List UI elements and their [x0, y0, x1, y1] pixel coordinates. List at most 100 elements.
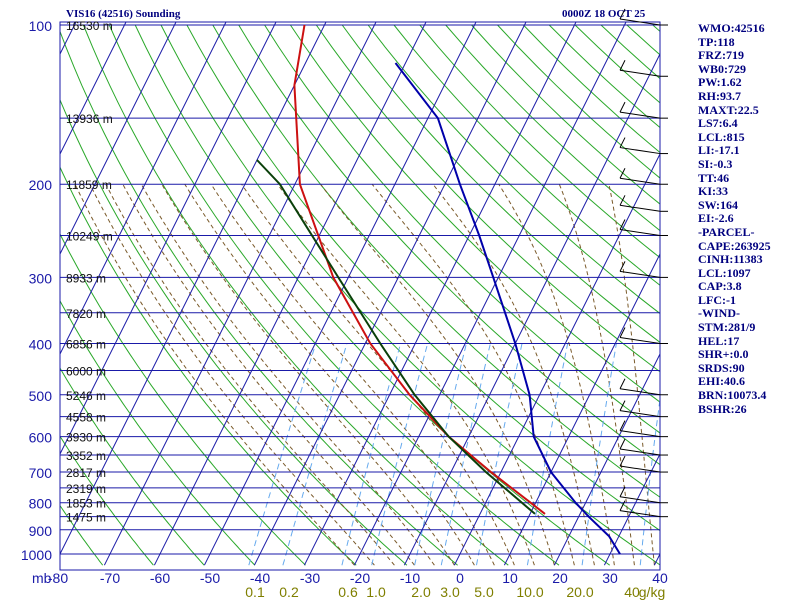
moist-adiabat-line: [498, 183, 615, 566]
mixing-ratio-label: 10.0: [516, 584, 543, 600]
index-item: RH:93.7: [698, 88, 741, 103]
isotherm-line: [153, 22, 427, 566]
isotherm-line: [303, 22, 577, 566]
wind-barb-flag: [619, 261, 626, 272]
index-item: LCL:1097: [698, 265, 751, 280]
mixing-ratio-label: 0.2: [279, 584, 299, 600]
dry-adiabat-line: [0, 25, 1, 565]
dry-adiabat-line: [60, 98, 408, 566]
wind-barb: [619, 510, 661, 518]
wind-barb: [619, 204, 661, 212]
height-label: 7820 m: [66, 307, 106, 321]
wind-barb: [619, 18, 661, 26]
height-label: 3930 m: [66, 431, 106, 445]
index-item: -PARCEL-: [698, 224, 755, 239]
index-item: HEL:17: [698, 333, 740, 348]
index-item: PW:1.62: [698, 75, 742, 90]
wind-barb-flag: [619, 137, 626, 148]
index-item: TP:118: [698, 34, 735, 49]
index-item: TT:46: [698, 170, 730, 185]
wind-barb-flag: [619, 486, 626, 497]
moist-adiabat-line: [432, 183, 595, 566]
pressure-label: 600: [29, 430, 53, 446]
wind-barb: [619, 336, 661, 344]
height-label: 6000 m: [66, 365, 106, 379]
wind-barbs: [619, 8, 668, 518]
mixing-ratio-line: [476, 343, 523, 566]
index-item: SRDS:90: [698, 360, 745, 375]
height-label: 11859 m: [66, 178, 112, 192]
dry-adiabat-line: [60, 504, 104, 566]
wind-barb-flag: [619, 438, 626, 450]
height-label: 6856 m: [66, 337, 106, 351]
wind-barb: [619, 496, 661, 504]
moist-adiabat-line: [241, 183, 515, 566]
wind-barb-flag: [619, 168, 626, 179]
wind-barb: [619, 448, 661, 456]
dry-adiabat-line: [160, 24, 660, 566]
parcel-line: [256, 159, 536, 515]
moist-adiabat-line: [140, 183, 435, 566]
height-label: 5246 m: [66, 389, 106, 403]
dry-adiabat-line: [419, 24, 660, 259]
index-item: STM:281/9: [698, 320, 756, 335]
height-label: 1475 m: [66, 511, 106, 525]
wind-barb-flag: [619, 500, 626, 511]
mixing-ratio-label: 3.0: [440, 584, 460, 600]
temperature-tick-label: -20: [350, 570, 370, 586]
mixing-ratio-line: [248, 343, 317, 566]
wind-barb-flag: [619, 378, 626, 389]
dry-adiabat-line: [289, 24, 660, 403]
moist-adiabat-line: [558, 184, 635, 566]
moist-adiabat-line: [161, 183, 455, 566]
plot-frame: [59, 21, 661, 571]
dry-adiabat-line: [264, 24, 660, 434]
mixing-ratio-label: 0.6: [338, 584, 358, 600]
height-label: 2817 m: [66, 466, 106, 480]
dry-adiabat-line: [0, 25, 52, 565]
moist-adiabat-line: [74, 183, 355, 566]
pressure-label: 900: [29, 523, 53, 539]
pressure-label: 700: [29, 465, 53, 481]
index-item: BSHR:26: [698, 401, 747, 416]
isotherm-line: [253, 22, 527, 566]
wind-barb: [619, 388, 661, 396]
pressure-label: 500: [29, 388, 53, 404]
dry-adiabat-line: [108, 24, 560, 566]
isotherm-line: [103, 22, 377, 566]
mixing-ratio-line: [414, 343, 467, 566]
index-item: LFC:-1: [698, 292, 736, 307]
dewpoint-line: [293, 24, 546, 515]
dry-adiabat-line: [60, 232, 306, 566]
moist-adiabat-line: [210, 183, 495, 566]
isotherm-line: [353, 22, 627, 566]
grid: [59, 21, 661, 571]
mixing-ratio-line: [282, 343, 348, 566]
dry-adiabat-line: [134, 24, 610, 566]
wind-barb: [619, 410, 661, 418]
temperature-tick-label: -60: [150, 570, 170, 586]
wind-barb-flag: [619, 219, 626, 230]
moist-adiabats: [74, 183, 655, 566]
dry-adiabat-line: [60, 166, 357, 566]
index-item: WMO:42516: [698, 21, 765, 35]
mixing-ratio-line: [341, 343, 402, 566]
wind-barb: [619, 465, 661, 473]
wind-barb-flag: [619, 8, 626, 20]
dry-adiabat-line: [60, 30, 458, 566]
index-item: KI:33: [698, 184, 728, 199]
pressure-label: 1000: [21, 547, 52, 563]
index-item: LCL:815: [698, 129, 745, 144]
pressure-label: 800: [29, 496, 53, 512]
index-item: EI:-2.6: [698, 211, 734, 226]
indices-panel: WMO:42516 TP:118 FRZ:719 WB0:729 PW:1.62 RH:9…: [698, 21, 798, 416]
mixing-ratio-label: 0.1: [245, 584, 265, 600]
dry-adiabat-line: [341, 24, 660, 343]
moist-adiabat-line: [105, 183, 395, 566]
dry-adiabat-line: [186, 24, 660, 532]
mixing-ratio-label: 20.0: [566, 584, 593, 600]
chart-title: VIS16 (42516) Sounding: [66, 8, 181, 20]
dry-adiabat-line: [212, 24, 660, 498]
index-item: EHI:40.6: [698, 374, 746, 389]
